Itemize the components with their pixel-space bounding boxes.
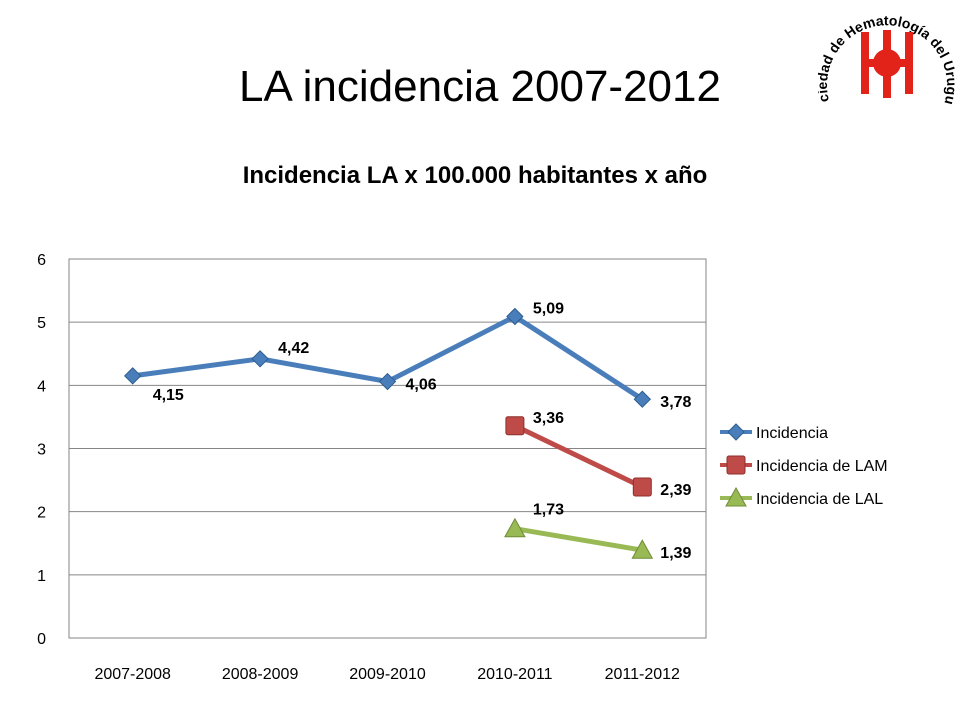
- data-point: [378, 372, 397, 391]
- data-label: 3,36: [533, 410, 564, 427]
- data-point: [633, 390, 652, 408]
- data-point: [631, 539, 654, 559]
- legend-label: Incidencia de LAL: [756, 491, 883, 508]
- series-line: [513, 423, 644, 490]
- series-line: [514, 526, 643, 553]
- legend-marker: [727, 423, 745, 441]
- axes: 0 1 2 3 4 5 6 2007-2008 2008-2009 2009-2010 2010-2…: [37, 252, 680, 683]
- data-label: 1,39: [660, 545, 691, 562]
- data-label: 4,06: [406, 377, 437, 394]
- data-labels: 4,15 4,42 4,06 5,09 3,78 3,36 2,39 1,73 1,39: [153, 300, 692, 562]
- data-point: [506, 307, 524, 326]
- legend-item: Incidencia: [720, 423, 828, 442]
- x-tick-label: 2007-2008: [94, 666, 171, 683]
- data-label: 3,78: [660, 394, 691, 411]
- y-tick-label: 1: [37, 568, 46, 585]
- chart-title: Incidencia LA x 100.000 habitantes x año: [242, 162, 708, 189]
- data-point: [251, 350, 269, 368]
- data-point: [504, 517, 526, 538]
- x-tick-label: 2008-2009: [222, 666, 299, 683]
- data-label: 5,09: [533, 300, 564, 317]
- data-label: 2,39: [660, 482, 691, 499]
- grid-lines: [68, 258, 707, 639]
- legend-marker: [725, 486, 747, 507]
- y-tick-label: 0: [37, 631, 46, 648]
- series: [123, 307, 654, 559]
- x-tick-label: 2011-2012: [605, 666, 680, 683]
- legend: Incidencia Incidencia de LAM Incidencia de…: [720, 423, 888, 508]
- data-point: [632, 477, 652, 497]
- y-tick-label: 2: [37, 505, 46, 522]
- society-logo: Sociedad de Hematología del Uruguay: [818, 2, 956, 106]
- x-tick-label: 2010-2011: [477, 666, 552, 683]
- logo-cross-icon: [861, 30, 913, 98]
- data-point: [505, 416, 525, 436]
- legend-marker: [726, 455, 746, 475]
- data-label: 4,42: [278, 340, 309, 357]
- y-tick-label: 6: [37, 252, 46, 269]
- y-tick-label: 4: [37, 378, 46, 395]
- y-tick-label: 5: [37, 315, 46, 332]
- data-label: 4,15: [153, 387, 184, 404]
- legend-item: Incidencia de LAM: [720, 455, 888, 475]
- legend-label: Incidencia: [756, 425, 828, 442]
- data-label: 1,73: [533, 502, 564, 519]
- slide-title: LA incidencia 2007-2012: [239, 62, 721, 111]
- legend-label: Incidencia de LAM: [756, 458, 888, 475]
- data-point: [123, 367, 142, 385]
- legend-item: Incidencia de LAL: [720, 486, 883, 508]
- y-tick-label: 3: [37, 442, 46, 459]
- x-tick-label: 2009-2010: [349, 666, 426, 683]
